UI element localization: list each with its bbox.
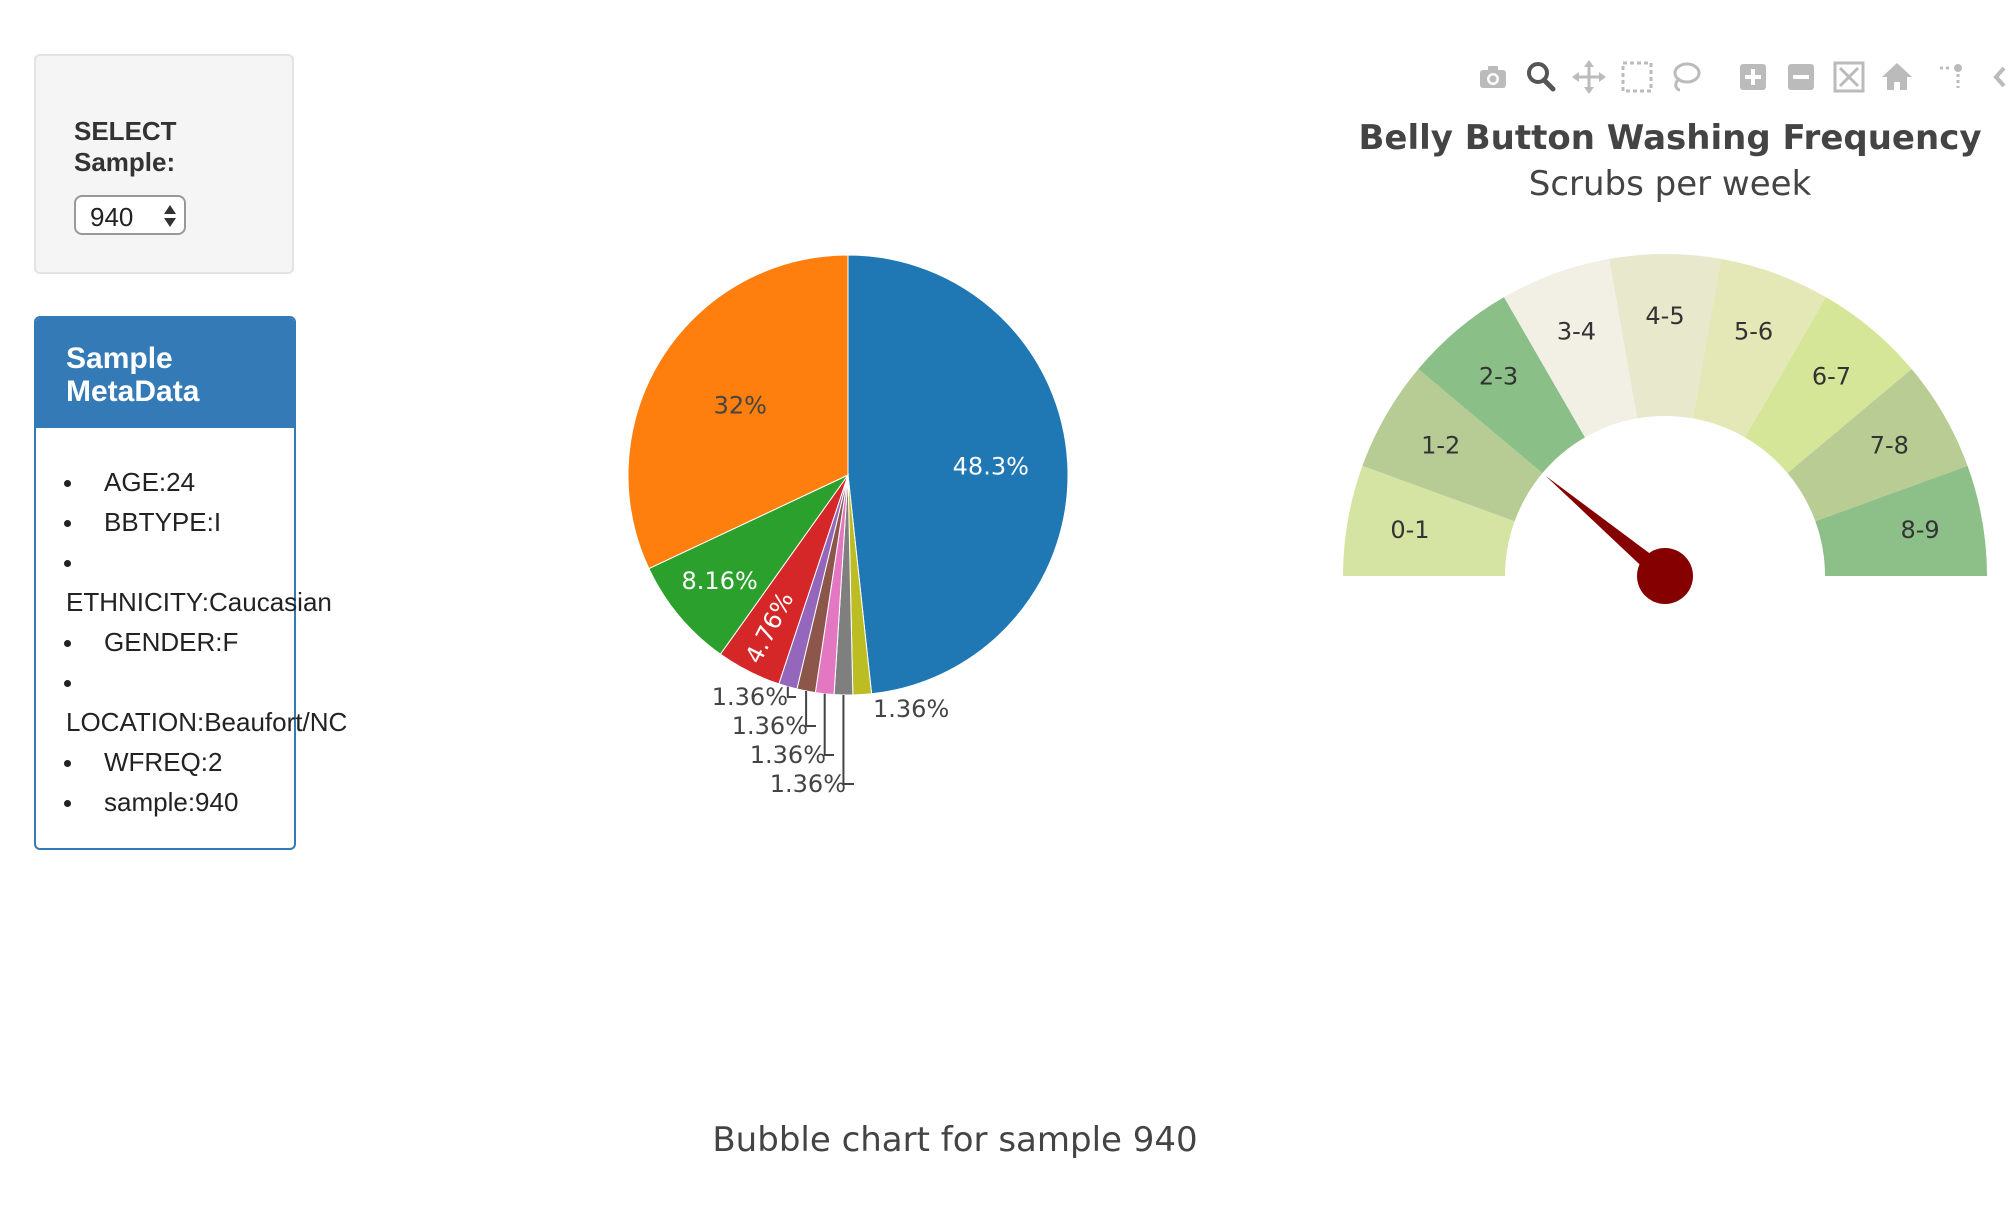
pie-slice-label: 32% <box>714 392 767 420</box>
pan-icon[interactable] <box>1570 58 1608 96</box>
gauge-segment-label: 4-5 <box>1645 302 1684 330</box>
metadata-item-text: AGE:24 <box>104 467 196 497</box>
metadata-panel-body: AGE:24 BBTYPE:I ETHNICITY:Caucasian GEND… <box>36 428 347 848</box>
gauge-segment <box>1692 258 1826 438</box>
pie-slice <box>847 254 1069 695</box>
metadata-item-text: WFREQ:2 <box>104 747 223 777</box>
select-sample-label: SELECT Sample: <box>74 116 177 177</box>
zoom-out-icon[interactable] <box>1782 58 1820 96</box>
gauge-segment <box>1815 465 1987 576</box>
gauge-segment-label: 5-6 <box>1734 318 1773 346</box>
gauge-segment-label: 6-7 <box>1812 363 1851 391</box>
metadata-item-ethnicity: ETHNICITY:Caucasian <box>36 542 366 622</box>
pie-slice-label: 1.36% <box>712 683 788 711</box>
bullet-icon <box>64 480 71 487</box>
sample-select-value: 940 <box>90 202 134 232</box>
gauge-title: Belly Button Washing Frequency <box>1358 118 1982 158</box>
pie-slice-label: 8.16% <box>682 567 758 595</box>
metadata-item-gender: GENDER:F <box>36 622 366 662</box>
pie-label-leader-line <box>842 694 854 785</box>
spike-lines-icon[interactable] <box>1934 58 1972 96</box>
metadata-item-text: GENDER:F <box>104 627 239 657</box>
gauge-segment-label: 8-9 <box>1900 516 1939 544</box>
gauge-segment <box>1362 369 1543 522</box>
pie-slice <box>648 473 850 655</box>
gauge-segment <box>1418 297 1585 474</box>
metadata-item-location: LOCATION:Beaufort/NC <box>36 662 363 742</box>
sample-selector-panel: SELECT Sample: 940 <box>34 54 294 274</box>
pie-label-leader-line <box>805 690 816 727</box>
bullet-icon <box>64 520 71 527</box>
pie-slice-label: 1.36% <box>732 712 808 740</box>
autoscale-icon[interactable] <box>1830 58 1868 96</box>
metadata-item-sample: sample:940 <box>36 782 366 822</box>
gauge-segment-label: 2-3 <box>1479 363 1518 391</box>
pie-slice-label: 1.36% <box>873 695 949 723</box>
sample-select[interactable]: 940 <box>74 195 186 235</box>
pie-slice <box>627 254 849 570</box>
metadata-item-bbtype: BBTYPE:I <box>36 502 366 542</box>
pie-slice-label: 1.36% <box>750 741 826 769</box>
metadata-item-wfreq: WFREQ:2 <box>36 742 366 782</box>
gauge-segment-label: 3-4 <box>1557 318 1596 346</box>
select-arrows-icon <box>164 205 176 227</box>
chevron-left-icon[interactable] <box>1974 58 2012 96</box>
gauge-segment <box>1504 258 1638 438</box>
gauge-segment <box>1787 369 1968 522</box>
bullet-icon <box>64 800 71 807</box>
pie-label-leader-line <box>823 693 834 756</box>
zoom-icon[interactable] <box>1522 58 1560 96</box>
gauge-segment-label: 0-1 <box>1390 516 1429 544</box>
pie-slice-label: 1.36% <box>770 770 846 798</box>
metadata-item-text: sample:940 <box>104 787 239 817</box>
gauge-segment-label: 1-2 <box>1421 432 1460 460</box>
metadata-item-age: AGE:24 <box>36 462 366 502</box>
gauge-needle-hub <box>1637 548 1693 604</box>
gauge-subtitle: Scrubs per week <box>1528 164 1812 204</box>
gauge-segment <box>1343 465 1515 576</box>
metadata-item-text: BBTYPE:I <box>104 507 222 537</box>
bullet-icon <box>64 760 71 767</box>
gauge-segment-label: 7-8 <box>1870 432 1909 460</box>
metadata-item-text: LOCATION:Beaufort/NC <box>66 707 348 737</box>
bullet-icon <box>64 680 71 687</box>
metadata-panel-title: Sample MetaData <box>66 342 200 408</box>
gauge-chart: 0-1 1-2 2-3 3-4 4-5 5-6 6-7 7-8 8-9 <box>1343 254 1987 604</box>
zoom-in-icon[interactable] <box>1734 58 1772 96</box>
home-icon[interactable] <box>1878 58 1916 96</box>
sample-metadata-panel: Sample MetaData AGE:24 BBTYPE:I ETHNICIT… <box>34 316 347 850</box>
metadata-list: AGE:24 BBTYPE:I ETHNICITY:Caucasian GEND… <box>36 462 366 822</box>
gauge-segment <box>1609 254 1721 419</box>
pie-label-leader-line <box>786 686 796 698</box>
bullet-icon <box>64 640 71 647</box>
pie-chart: 48.3%1.36%1.36%1.36%1.36%1.36%4.76%8.16%… <box>627 254 1069 798</box>
metadata-item-text: ETHNICITY:Caucasian <box>66 587 332 617</box>
lasso-icon[interactable] <box>1666 58 1704 96</box>
gauge-needle <box>1545 475 1671 583</box>
box-select-icon[interactable] <box>1618 58 1656 96</box>
pie-slice-label: 48.3% <box>953 452 1029 480</box>
gauge-segment <box>1745 297 1912 474</box>
metadata-panel-heading: Sample MetaData <box>36 318 294 428</box>
bubble-chart-title: Bubble chart for sample 940 <box>712 1120 1198 1160</box>
camera-icon[interactable] <box>1474 58 1512 96</box>
bullet-icon <box>64 560 71 567</box>
